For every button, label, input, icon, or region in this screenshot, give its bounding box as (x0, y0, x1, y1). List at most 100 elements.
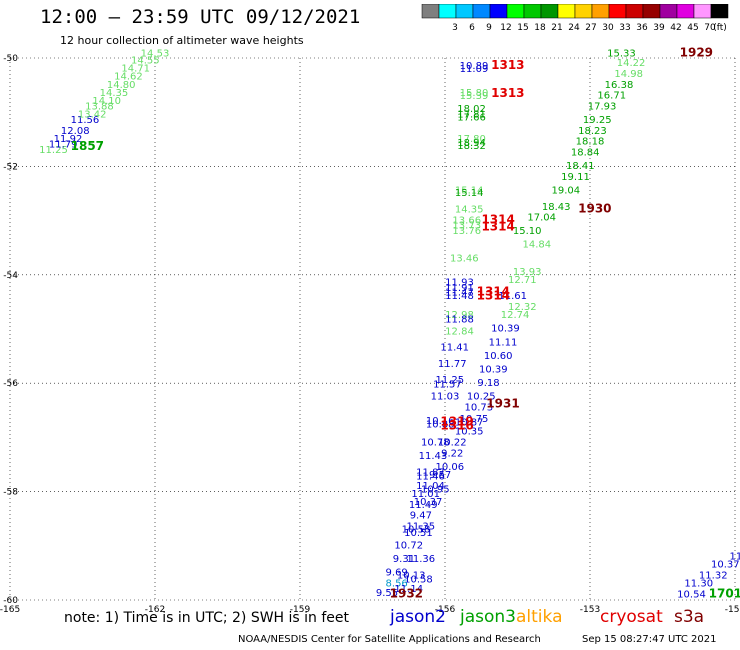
pass-time-label: 1313 (491, 58, 524, 72)
wave-height-value: 12.74 (501, 310, 530, 321)
wave-height-value: 11. (729, 551, 740, 562)
pass-time-label: 1931 (486, 397, 519, 411)
wave-height-value: 9.22 (441, 448, 463, 459)
wave-height-value: 15.33 (607, 48, 636, 59)
wave-height-value: 10.37 (711, 559, 740, 570)
pass-time-label: 1930 (578, 201, 611, 215)
wave-height-value: 10.37 (414, 497, 443, 508)
legend-tick-label: 27 (585, 23, 596, 33)
wave-height-value: 14.80 (107, 80, 136, 91)
wave-height-value: 11.01 (411, 489, 440, 500)
lon-tick-label: -150 (725, 605, 740, 615)
wave-height-value: 14.55 (131, 55, 160, 66)
wave-height-value: 10.58 (404, 575, 433, 586)
wave-height-value: 15.14 (455, 186, 484, 197)
wave-height-value: 9.55 (376, 588, 398, 599)
wave-height-value: 13.93 (513, 267, 542, 278)
wave-height-value: 11.14 (394, 584, 423, 595)
wave-height-value: 11.32 (699, 570, 728, 581)
color-scale-legend: 3 6 9 12 15 18 21 24 27 30 33 36 39 42 45 70(ft) (421, 4, 729, 33)
wave-height-value: 11.48 (445, 291, 474, 302)
wave-height-value: 10.87 (455, 417, 484, 428)
wave-height-value: 11.77 (438, 359, 467, 370)
legend-tick-label: 3 (452, 23, 458, 33)
satellite-jason2-label: jason2 (390, 607, 446, 627)
legend-tick-label: 9 (486, 23, 492, 33)
wave-height-value: 18.02 (457, 104, 486, 115)
wave-height-value: 14.71 (121, 64, 150, 75)
wave-height-value: 11.91 (445, 283, 474, 294)
wave-height-value: 10.60 (484, 351, 513, 362)
wave-height-value: 12.08 (61, 126, 90, 137)
legend-tick-label: 6 (469, 23, 475, 33)
wave-height-value: 10.25 (467, 391, 496, 402)
wave-height-value: 18.23 (578, 126, 607, 137)
legend-tick-label: 45 (687, 23, 698, 33)
wave-height-value: 15.14 (455, 188, 484, 199)
wave-height-value: 11.49 (409, 500, 438, 511)
wave-height-value: 10.51 (404, 528, 433, 539)
wave-height-value: 14.84 (523, 240, 552, 251)
wave-height-value: 17.80 (457, 134, 486, 145)
legend-tick-label: 24 (568, 23, 580, 33)
satellite-altika-label: altika (516, 607, 563, 627)
wave-height-value: 12.32 (508, 302, 537, 313)
satellite-jason3-label: jason3 (460, 607, 516, 627)
wave-height-value: 18.84 (571, 148, 600, 159)
lon-tick-label: -153 (580, 605, 600, 615)
wave-height-value: 11.25 (39, 145, 68, 156)
satellite-cryosat-label: cryosat (600, 607, 663, 627)
wave-height-value: 10.78 (421, 438, 450, 449)
pass-time-label: 1319 (440, 414, 473, 428)
wave-height-value: 11.87 (416, 467, 445, 478)
wave-height-value: 17.66 (457, 112, 486, 123)
map-grid (9, 57, 736, 601)
wave-height-value: 13.73 (452, 221, 481, 232)
wave-height-value: 16.38 (605, 80, 634, 91)
legend-tick-label: 15 (517, 23, 528, 33)
wave-height-value: 17.93 (588, 101, 617, 112)
wave-height-value: 9.31 (393, 554, 415, 565)
wave-height-value: 11.03 (431, 391, 460, 402)
lon-tick-label: -159 (290, 605, 311, 615)
generated-timestamp: Sep 15 08:27:47 UTC 2021 (582, 634, 717, 645)
pass-time-label: 1701 (709, 586, 740, 600)
wave-height-value: 10.06 (436, 462, 465, 473)
wave-height-value: 10.22 (438, 438, 467, 449)
lat-tick-label: -58 (3, 488, 18, 498)
wave-height-value: 11.09 (460, 64, 489, 75)
legend-tick-label: 30 (602, 23, 614, 33)
wave-height-value: 10.16 (426, 416, 455, 427)
wave-height-value: 14.98 (614, 69, 643, 80)
wave-height-value: 11.43 (419, 451, 448, 462)
wave-height-value: 12.84 (445, 326, 474, 337)
wave-height-value: 19.25 (583, 115, 612, 126)
wave-height-value: 8.56 (386, 578, 408, 589)
wave-height-value: 11.93 (445, 278, 474, 289)
pass-time-label: 1314 (477, 289, 510, 303)
wave-height-value: 11.79 (49, 139, 78, 150)
wave-height-value: 15.10 (513, 226, 542, 237)
lon-tick-label: -156 (435, 605, 456, 615)
wave-height-value: 9.18 (477, 378, 499, 389)
wave-height-value: 11.35 (407, 522, 436, 533)
pass-time-label: 1932 (390, 586, 423, 600)
wave-height-value: 10.95 (421, 485, 450, 496)
pass-time-label: 1314 (481, 212, 514, 226)
wave-height-value: 18.18 (576, 137, 605, 148)
wave-height-value: 13.66 (452, 215, 481, 226)
footnote: note: 1) Time is in UTC; 2) SWH is in fe… (64, 610, 350, 626)
legend-tick-label: 12 (500, 23, 511, 33)
wave-height-value: 13.88 (85, 101, 114, 112)
wave-height-value: 13.42 (78, 110, 107, 121)
wave-height-value: 11.57 (433, 380, 462, 391)
wave-height-value: 15.39 (460, 91, 489, 102)
wave-height-value: 9.47 (410, 511, 432, 522)
wave-height-value: 17.04 (527, 213, 556, 224)
wave-height-value: 10.54 (677, 589, 706, 600)
wave-height-value: 10.39 (491, 324, 520, 335)
wave-height-value: 11.41 (440, 343, 469, 354)
wave-height-value: 17.81 (457, 110, 486, 121)
